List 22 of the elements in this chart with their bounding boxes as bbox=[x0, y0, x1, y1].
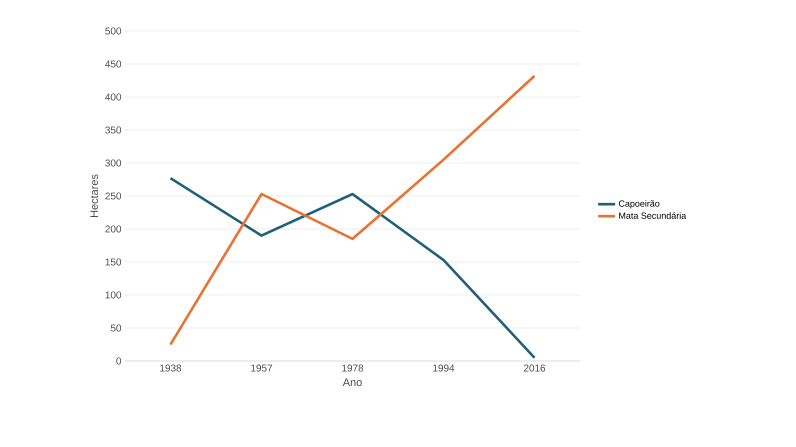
y-tick-label: 500 bbox=[105, 27, 122, 35]
x-tick-label: 1957 bbox=[251, 364, 272, 372]
legend-label: Capoeirão bbox=[618, 200, 660, 209]
y-tick-label: 200 bbox=[105, 225, 122, 233]
y-tick-label: 250 bbox=[105, 192, 122, 200]
x-tick-label: 2016 bbox=[524, 364, 546, 372]
y-tick-label: 50 bbox=[110, 324, 122, 332]
line-series bbox=[169, 74, 536, 346]
x-tick-label: 1938 bbox=[160, 364, 182, 372]
x-axis-title: Ano bbox=[342, 378, 362, 386]
y-tick-label: 300 bbox=[105, 159, 122, 167]
y-axis-title: Hectares bbox=[90, 174, 98, 218]
y-tick-label: 100 bbox=[106, 291, 122, 299]
x-tick-label: 1978 bbox=[342, 364, 364, 372]
y-tick-label: 400 bbox=[105, 93, 122, 101]
line-series bbox=[169, 176, 536, 359]
y-tick-label: 150 bbox=[106, 258, 122, 266]
y-tick-label: 350 bbox=[105, 126, 122, 134]
x-tick-label: 1994 bbox=[433, 364, 454, 372]
y-tick-label: 0 bbox=[116, 357, 122, 365]
y-tick-label: 450 bbox=[105, 60, 122, 68]
legend-label: Mata Secundária bbox=[619, 212, 686, 219]
